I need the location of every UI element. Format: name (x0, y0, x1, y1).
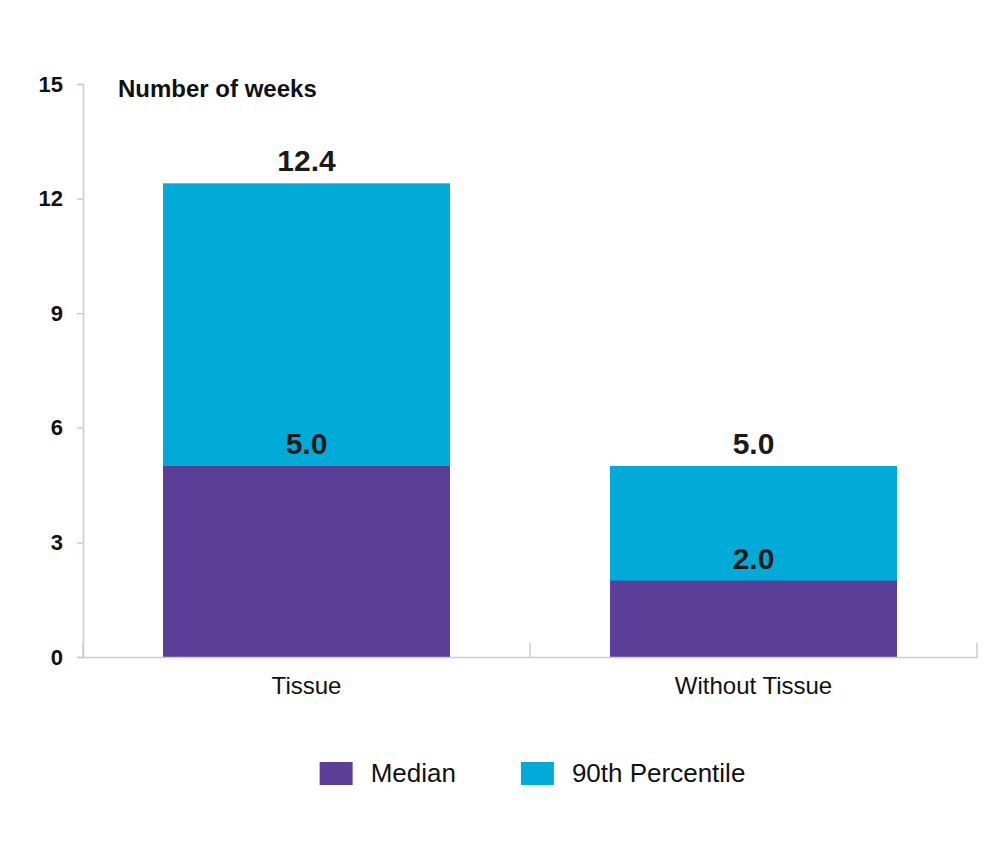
y-tick-label: 0 (51, 645, 63, 670)
y-tick-mark (77, 198, 83, 200)
y-tick-label: 3 (51, 530, 63, 555)
bar (163, 183, 450, 657)
x-axis: Tissue Without Tissue (83, 643, 978, 699)
y-tick-mark (77, 428, 83, 430)
y-tick: 15 (39, 72, 83, 97)
legend-label: 90th Percentile (572, 758, 745, 788)
legend-swatch (521, 762, 554, 785)
legend-label: Median (371, 758, 456, 788)
y-tick-mark (77, 657, 83, 659)
bar (163, 466, 450, 657)
y-axis: 0 3 6 9 12 15 (39, 72, 84, 670)
legend-swatch (320, 762, 353, 785)
chart: 0 3 6 9 12 15 Tissue Without Tissue Number of we… (0, 0, 1001, 845)
y-tick-label: 15 (39, 72, 63, 97)
bars (163, 183, 897, 657)
data-label: 5.0 (733, 427, 775, 460)
y-tick-label: 6 (51, 415, 63, 440)
y-tick-mark (77, 542, 83, 544)
y-tick: 6 (51, 415, 83, 440)
y-tick-label: 12 (39, 186, 63, 211)
y-axis-title: Number of weeks (118, 75, 317, 102)
legend-item: Median (320, 758, 456, 788)
x-tick: Tissue (272, 672, 342, 699)
x-tick-label: Without Tissue (675, 672, 832, 699)
y-tick-mark (77, 313, 83, 315)
data-label: 2.0 (733, 542, 775, 575)
bar (610, 581, 897, 657)
category-separator (976, 643, 978, 657)
x-tick: Without Tissue (675, 672, 832, 699)
y-tick: 3 (51, 530, 83, 555)
legend-item: 90th Percentile (521, 758, 745, 788)
y-tick: 9 (51, 301, 83, 326)
category-separator (82, 643, 84, 657)
y-tick-mark (77, 84, 83, 86)
bar (610, 466, 897, 657)
y-tick-label: 9 (51, 301, 63, 326)
data-label: 12.4 (277, 144, 336, 177)
data-labels: 5.0 2.0 12.4 5.0 (277, 144, 774, 574)
data-label: 5.0 (286, 427, 328, 460)
y-tick: 0 (51, 645, 83, 670)
x-tick-label: Tissue (272, 672, 342, 699)
y-tick: 12 (39, 186, 83, 211)
y-axis-line (77, 85, 84, 658)
category-separator (529, 643, 531, 657)
legend: Median 90th Percentile (320, 758, 746, 788)
